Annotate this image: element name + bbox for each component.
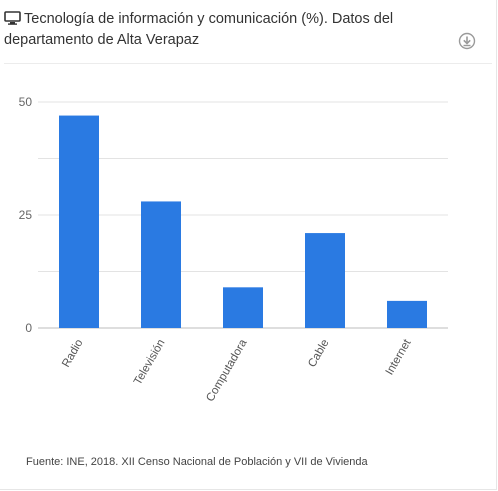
y-tick-label: 50 (19, 95, 33, 109)
x-category-label: Radio (60, 338, 85, 370)
bar-radio (59, 115, 99, 328)
header-divider (4, 63, 492, 64)
x-category-label: Internet (384, 337, 414, 377)
x-category-label: Televisión (132, 338, 168, 388)
bar-televisión (141, 201, 181, 328)
monitor-icon (4, 11, 21, 25)
x-category-label: Cable (306, 338, 331, 370)
download-icon[interactable] (458, 32, 476, 50)
x-category-label: Computadora (204, 337, 250, 404)
y-tick-label: 0 (25, 321, 32, 335)
bar-internet (387, 300, 427, 328)
y-tick-label: 25 (19, 208, 33, 222)
source-note: Fuente: INE, 2018. XII Censo Nacional de… (26, 456, 368, 468)
chart-header: Tecnología de información y comunicación… (4, 9, 474, 51)
bar-cable (305, 233, 345, 328)
chart-title: Tecnología de información y comunicación… (4, 11, 394, 48)
bar-computadora (223, 287, 263, 328)
bar-chart: 0 25 50 Radio Televisión Computadora Cable Inte… (19, 95, 448, 404)
